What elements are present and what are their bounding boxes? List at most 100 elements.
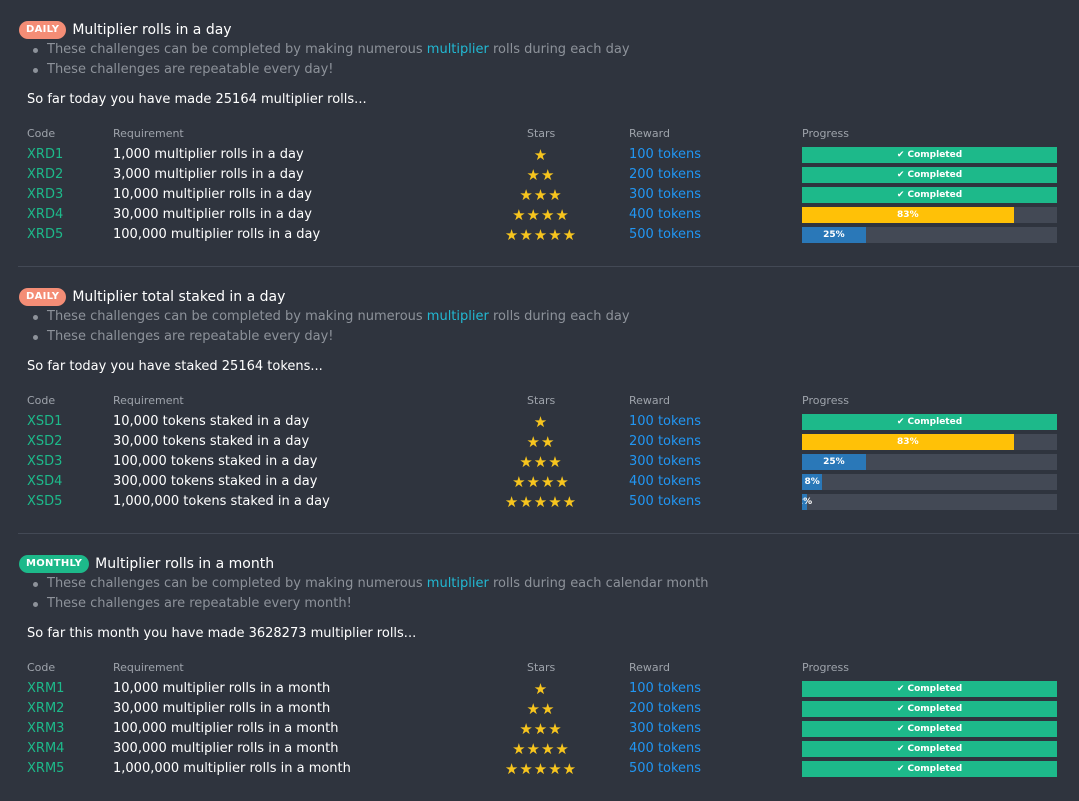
column-header-code: Code	[27, 127, 56, 140]
challenge-requirement: 100,000 multiplier rolls in a month	[113, 721, 339, 736]
notes-list: These challenges can be completed by mak…	[29, 307, 630, 347]
reward-link[interactable]: 500 tokens	[629, 494, 702, 509]
challenge-row: XRM2 30,000 multiplier rolls in a month ★★…	[0, 699, 1079, 719]
challenge-code: XRD4	[27, 207, 64, 222]
challenge-requirement: 300,000 multiplier rolls in a month	[113, 741, 339, 756]
challenge-section: MONTHLY Multiplier rolls in a month These …	[0, 534, 1079, 801]
challenge-code: XSD5	[27, 494, 63, 509]
reward-link[interactable]: 100 tokens	[629, 147, 702, 162]
section-header: DAILY Multiplier rolls in a day	[19, 20, 232, 40]
progress-fill: ✔ Completed	[802, 741, 1057, 757]
note-item: These challenges are repeatable every mo…	[29, 594, 709, 614]
section-title: Multiplier total staked in a day	[72, 289, 286, 305]
challenge-requirement: 10,000 tokens staked in a day	[113, 414, 310, 429]
period-badge: MONTHLY	[19, 555, 90, 573]
progress-fill: ✔ Completed	[802, 167, 1057, 183]
reward-link[interactable]: 500 tokens	[629, 761, 702, 776]
star-rating: ★★★★	[512, 206, 570, 224]
note-text: rolls during each day	[488, 42, 630, 57]
progress-fill: ✔ Completed	[802, 721, 1057, 737]
column-header-progress: Progress	[802, 127, 849, 140]
column-header-stars: Stars	[527, 394, 556, 407]
reward-link[interactable]: 300 tokens	[629, 721, 702, 736]
progress-bar: 83%	[802, 434, 1057, 450]
challenge-code: XRD5	[27, 227, 64, 242]
challenge-code: XRM5	[27, 761, 65, 776]
progress-fill: ✔ Completed	[802, 187, 1057, 203]
progress-fill: ✔ Completed	[802, 701, 1057, 717]
progress-bar: 25%	[802, 227, 1057, 243]
section-title: Multiplier rolls in a month	[95, 556, 275, 572]
challenge-code: XRM3	[27, 721, 65, 736]
star-rating: ★★★★★	[504, 760, 578, 778]
star-rating: ★★★	[519, 453, 563, 471]
progress-bar: 25%	[802, 454, 1057, 470]
reward-link[interactable]: 300 tokens	[629, 454, 702, 469]
challenge-section: DAILY Multiplier total staked in a day The…	[0, 267, 1079, 534]
progress-summary: So far today you have made 25164 multipl…	[27, 92, 367, 107]
note-item: These challenges are repeatable every da…	[29, 60, 630, 80]
reward-link[interactable]: 100 tokens	[629, 681, 702, 696]
star-rating: ★★★★★	[504, 226, 578, 244]
star-rating: ★	[533, 680, 549, 698]
challenge-code: XSD2	[27, 434, 63, 449]
challenge-row: XSD3 100,000 tokens staked in a day ★★★ 300…	[0, 452, 1079, 472]
multiplier-link[interactable]: multiplier	[426, 309, 489, 324]
challenge-requirement: 30,000 multiplier rolls in a month	[113, 701, 331, 716]
column-header-progress: Progress	[802, 394, 849, 407]
reward-link[interactable]: 200 tokens	[629, 167, 702, 182]
challenge-row: XRD5 100,000 multiplier rolls in a day ★★★…	[0, 225, 1079, 245]
multiplier-link[interactable]: multiplier	[426, 42, 489, 57]
reward-link[interactable]: 200 tokens	[629, 434, 702, 449]
progress-fill: ✔ Completed	[802, 681, 1057, 697]
column-header-code: Code	[27, 661, 56, 674]
challenge-requirement: 1,000 multiplier rolls in a day	[113, 147, 304, 162]
column-header-progress: Progress	[802, 661, 849, 674]
multiplier-link[interactable]: multiplier	[426, 576, 489, 591]
challenge-section: DAILY Multiplier rolls in a day These chal…	[0, 0, 1079, 267]
challenge-row: XRM5 1,000,000 multiplier rolls in a mont…	[0, 759, 1079, 779]
challenge-requirement: 30,000 tokens staked in a day	[113, 434, 310, 449]
note-text: These challenges can be completed by mak…	[47, 309, 427, 324]
column-header-reward: Reward	[629, 394, 670, 407]
reward-link[interactable]: 400 tokens	[629, 741, 702, 756]
challenge-requirement: 3,000 multiplier rolls in a day	[113, 167, 304, 182]
star-rating: ★★★★	[512, 740, 570, 758]
column-header-reward: Reward	[629, 127, 670, 140]
challenge-row: XRM1 10,000 multiplier rolls in a month ★ 1…	[0, 679, 1079, 699]
progress-bar: 83%	[802, 207, 1057, 223]
challenge-code: XRD1	[27, 147, 64, 162]
reward-link[interactable]: 400 tokens	[629, 474, 702, 489]
reward-link[interactable]: 300 tokens	[629, 187, 702, 202]
column-header-stars: Stars	[527, 661, 556, 674]
challenge-code: XRD2	[27, 167, 64, 182]
reward-link[interactable]: 100 tokens	[629, 414, 702, 429]
star-rating: ★	[533, 146, 549, 164]
challenge-row: XSD4 300,000 tokens staked in a day ★★★★ 40…	[0, 472, 1079, 492]
star-rating: ★★	[526, 433, 556, 451]
reward-link[interactable]: 400 tokens	[629, 207, 702, 222]
progress-bar: ✔ Completed	[802, 187, 1057, 203]
note-text: These challenges can be completed by mak…	[47, 42, 427, 57]
challenge-requirement: 100,000 multiplier rolls in a day	[113, 227, 321, 242]
progress-fill: 83%	[802, 207, 1014, 223]
progress-bar: ✔ Completed	[802, 741, 1057, 757]
section-divider	[18, 533, 1079, 534]
reward-link[interactable]: 500 tokens	[629, 227, 702, 242]
challenge-code: XSD4	[27, 474, 63, 489]
progress-fill: 25%	[802, 227, 866, 243]
note-item: These challenges can be completed by mak…	[29, 40, 630, 60]
progress-fill: ✔ Completed	[802, 147, 1057, 163]
challenge-row: XSD5 1,000,000 tokens staked in a day ★★★★…	[0, 492, 1079, 512]
note-text: These challenges can be completed by mak…	[47, 576, 427, 591]
period-badge: DAILY	[19, 21, 67, 39]
progress-bar: ✔ Completed	[802, 414, 1057, 430]
note-text: rolls during each calendar month	[488, 576, 709, 591]
column-header-code: Code	[27, 394, 56, 407]
challenge-code: XRM1	[27, 681, 65, 696]
challenge-row: XRD2 3,000 multiplier rolls in a day ★★ 200…	[0, 165, 1079, 185]
challenge-code: XSD3	[27, 454, 63, 469]
reward-link[interactable]: 200 tokens	[629, 701, 702, 716]
star-rating: ★★	[526, 166, 556, 184]
